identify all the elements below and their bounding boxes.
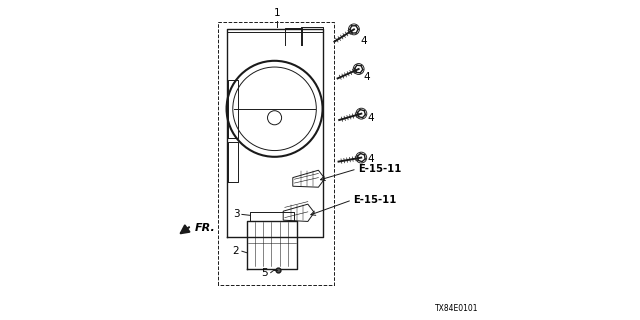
Text: 3: 3	[233, 209, 239, 220]
Text: TX84E0101: TX84E0101	[435, 304, 479, 313]
Text: 4: 4	[367, 154, 374, 164]
Text: 5: 5	[262, 268, 268, 278]
Text: E-15-11: E-15-11	[358, 164, 402, 174]
Text: 2: 2	[233, 246, 239, 256]
Text: 4: 4	[367, 113, 374, 124]
Text: 1: 1	[273, 8, 280, 18]
Text: FR.: FR.	[195, 223, 215, 233]
Text: 4: 4	[364, 72, 371, 83]
Text: 4: 4	[360, 36, 367, 46]
Text: E-15-11: E-15-11	[354, 195, 397, 205]
